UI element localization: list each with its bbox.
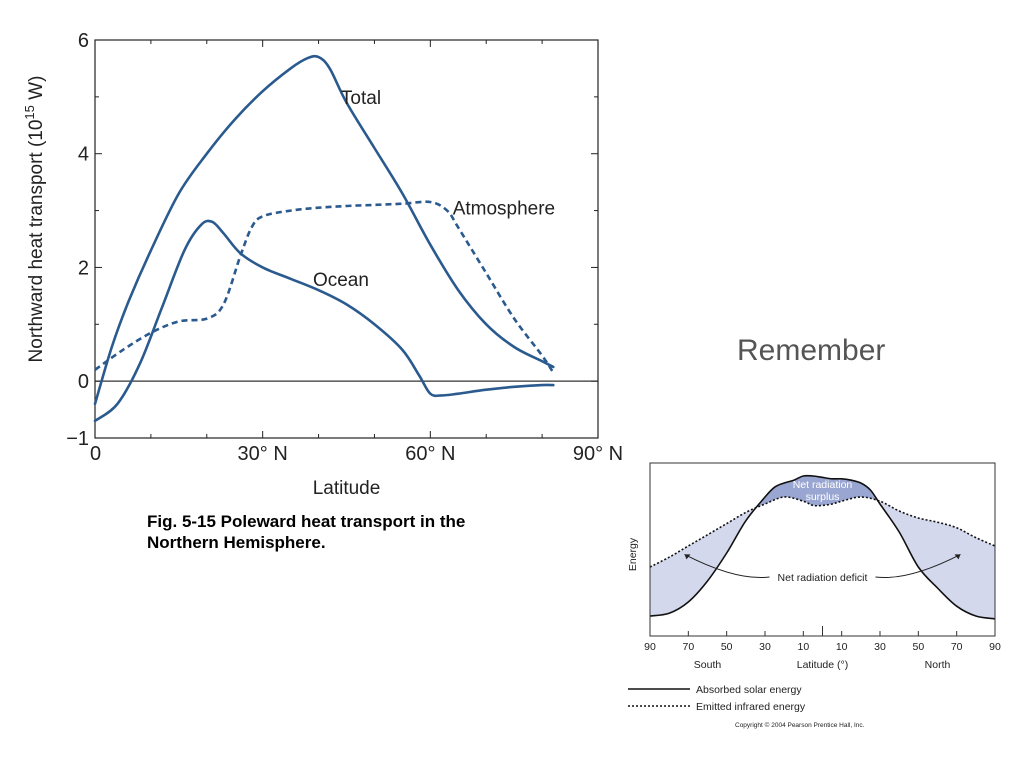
deficit-arrowhead-left (684, 554, 691, 560)
y-axis-label: Northward heat transport (1015 W) (22, 76, 47, 363)
remember-heading: Remember (737, 334, 886, 367)
caption-line-1: Fig. 5-15 Poleward heat transport in the (147, 512, 466, 531)
mini-x-tick-label: 30 (874, 641, 886, 653)
deficit-arrow-right (875, 553, 961, 578)
mini-x-tick-label: 70 (951, 641, 963, 653)
y-tick-label: −1 (66, 428, 89, 450)
mini-y-axis-label: Energy (627, 537, 639, 571)
deficit-annotation: Net radiation deficit (778, 572, 868, 584)
mini-chart-axes (649, 462, 996, 637)
y-tick-label: 4 (78, 144, 89, 166)
under-solar-fill (650, 475, 995, 636)
legend-absorbed-label: Absorbed solar energy (696, 684, 802, 696)
series-line-total (93, 54, 555, 406)
series-line-atmosphere (94, 200, 555, 374)
radiation-balance-chart: 90 70 50 30 10 10 30 50 70 90 South Latitude (°) Nor… (627, 462, 1001, 729)
mini-x-tick-label: 70 (682, 641, 694, 653)
emitted-infrared-line (649, 496, 996, 568)
chart-series (93, 54, 555, 423)
mini-x-tick-label: 90 (644, 641, 656, 653)
y-tick-label: 2 (78, 257, 89, 279)
mini-chart-text: 90 70 50 30 10 10 30 50 70 90 South Latitude (°) Nor… (627, 479, 1001, 729)
series-line-ocean (93, 219, 555, 423)
surplus-annotation: Net radiation surplus (793, 479, 853, 503)
x-tick-label: 0 (90, 443, 101, 465)
mini-chart-series (649, 474, 996, 620)
legend-emitted-label: Emitted infrared energy (696, 701, 806, 713)
deficit-arrow-left (684, 553, 770, 578)
x-tick-label: 30° N (238, 443, 288, 465)
deficit-arrowhead-right (954, 554, 961, 560)
mini-x-tick-label: 30 (759, 641, 771, 653)
series-label-atmosphere: Atmosphere (453, 199, 555, 220)
caption-line-2: Northern Hemisphere. (147, 533, 326, 552)
mini-x-tick-label: 50 (721, 641, 733, 653)
series-label-ocean: Ocean (313, 270, 369, 291)
figure-caption: Fig. 5-15 Poleward heat transport in the… (147, 511, 567, 553)
mini-x-tick-label: 90 (989, 641, 1001, 653)
mini-x-tick-label: 50 (912, 641, 924, 653)
y-tick-label: 0 (78, 371, 89, 393)
absorbed-solar-line (649, 474, 996, 620)
chart-axes (94, 39, 599, 439)
series-label-total: Total (341, 88, 381, 109)
x-tick-label: 90° N (573, 443, 623, 465)
mini-x-tick-label: 10 (797, 641, 809, 653)
copyright-text: Copyright © 2004 Pearson Prentice Hall, … (735, 721, 865, 729)
mini-region-south: South (694, 659, 722, 671)
x-axis-label: Latitude (313, 478, 381, 499)
mini-region-north: North (925, 659, 951, 671)
mini-x-tick-label: 10 (836, 641, 848, 653)
mini-x-axis-label: Latitude (°) (797, 659, 848, 671)
x-tick-label: 60° N (405, 443, 455, 465)
plot-frame (94, 39, 599, 439)
y-tick-label: 6 (78, 30, 89, 52)
